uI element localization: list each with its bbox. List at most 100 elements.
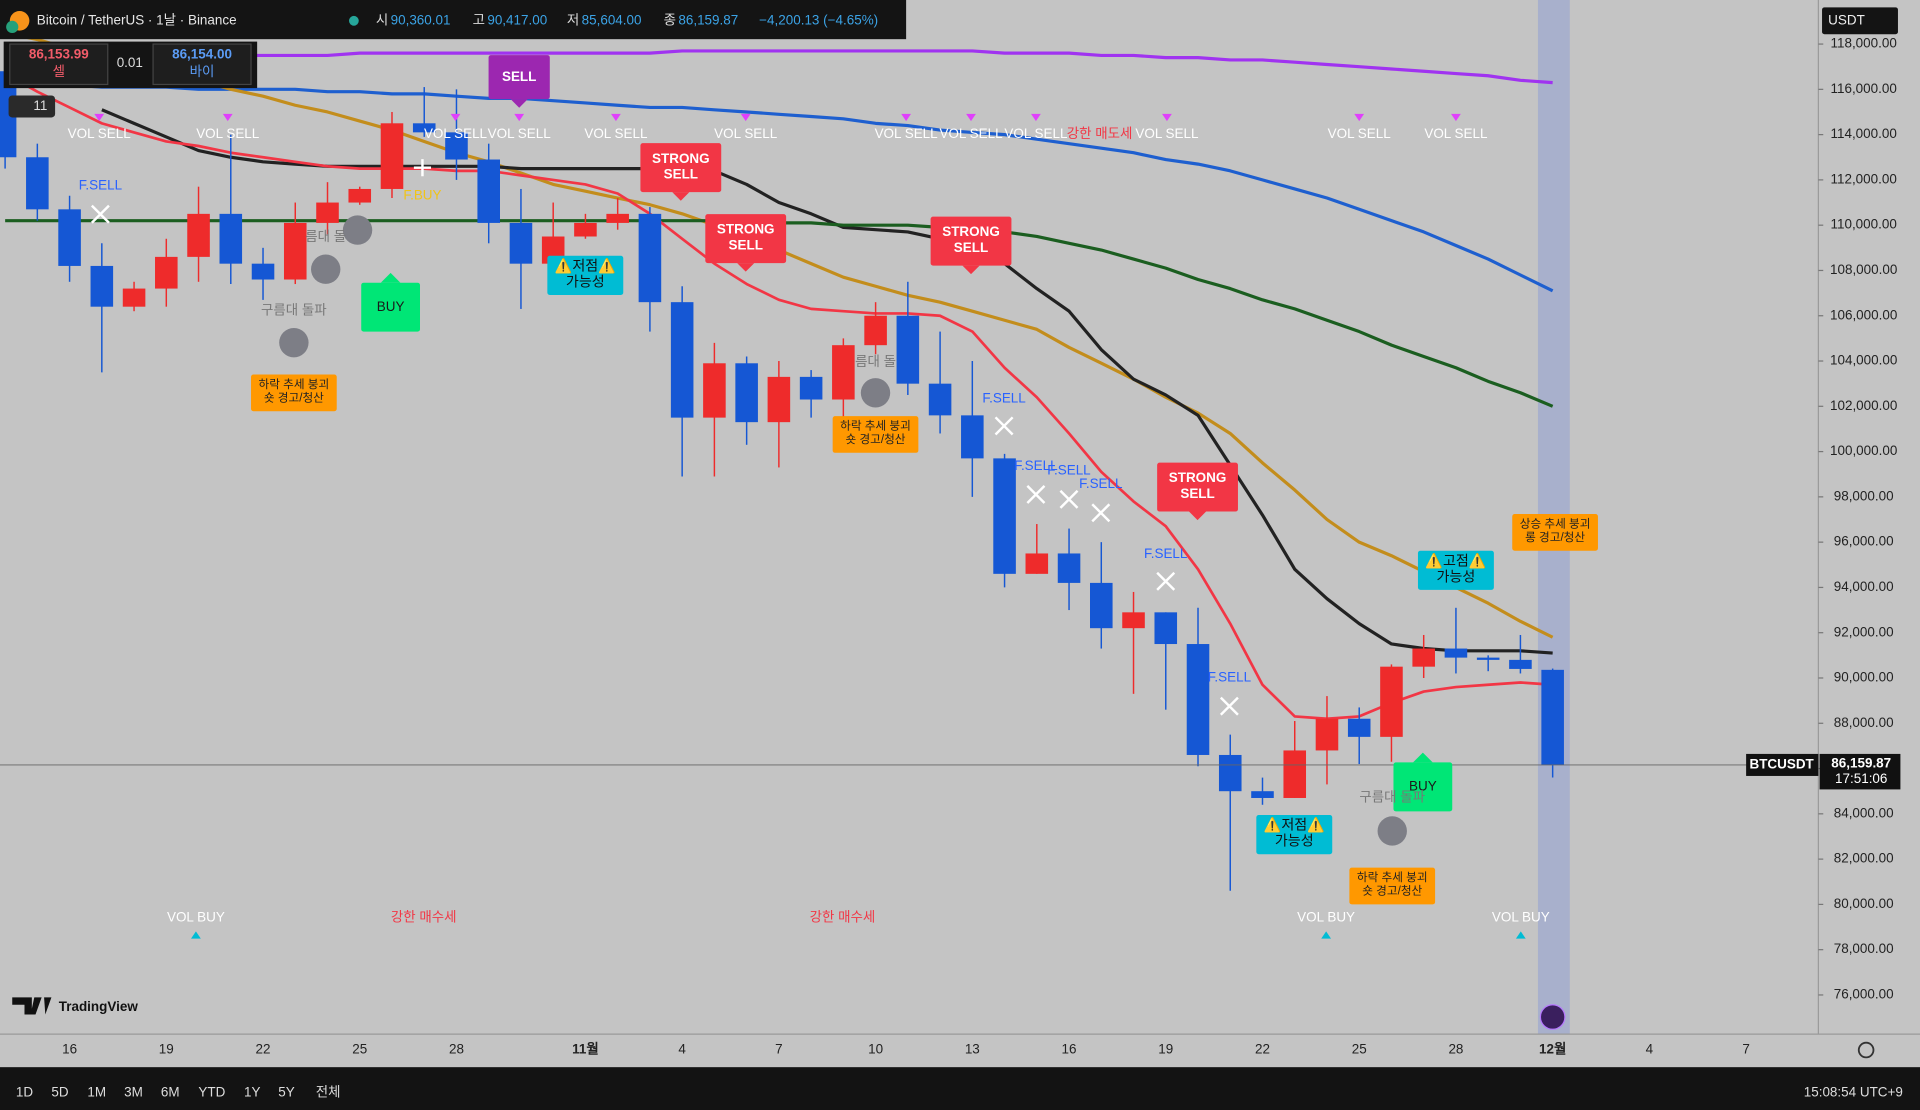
- candle-body: [735, 363, 758, 423]
- signal-text: VOL SELL: [1424, 126, 1488, 141]
- candle-body: [1315, 718, 1339, 751]
- candle-body: [1283, 750, 1307, 798]
- signal-text: VOL BUY: [167, 909, 225, 924]
- x-tick-label: 4: [678, 1042, 686, 1057]
- price-tag-value: 86,159.87: [1831, 755, 1891, 770]
- x-tick-label: 16: [1062, 1042, 1077, 1057]
- signal-label: 하락 추세 붕괴 숏 경고/청산: [251, 374, 337, 412]
- candle-body: [1186, 644, 1210, 755]
- indicator-toggle[interactable]: [8, 95, 56, 118]
- candle-body: [670, 302, 694, 418]
- strong-label: STRONG SELL: [640, 143, 722, 201]
- range-button[interactable]: 5Y: [278, 1084, 294, 1099]
- y-tick-label: 88,000.00: [1834, 715, 1894, 730]
- y-tick-label: 92,000.00: [1834, 624, 1894, 639]
- currency-box[interactable]: [1822, 7, 1898, 35]
- candle-body: [574, 222, 597, 237]
- range-button[interactable]: 3M: [124, 1084, 143, 1099]
- signal-text: VOL SELL: [1004, 126, 1068, 141]
- cloud-marker: [860, 378, 891, 408]
- sell-button[interactable]: [9, 43, 109, 86]
- ohlc-value: 90,360.01: [391, 12, 451, 27]
- y-tick-label: 76,000.00: [1834, 987, 1894, 1002]
- signal-label: 하락 추세 붕괴 숏 경고/청산: [832, 416, 919, 453]
- logo-icon: [12, 997, 52, 1015]
- y-tick-label: 94,000.00: [1834, 579, 1894, 594]
- candle-body: [122, 288, 146, 307]
- change: −4,200.13 (−4.65%): [759, 12, 878, 27]
- signal-text: 구름대 돌파: [261, 302, 327, 317]
- orange-label: 하락 추세 붕괴 숏 경고/청산: [251, 374, 337, 412]
- y-tick-label: 80,000.00: [1834, 896, 1894, 911]
- range-button[interactable]: 1M: [87, 1084, 106, 1099]
- buy-label: BUY: [1393, 752, 1453, 812]
- x-tick-label: 19: [159, 1042, 174, 1057]
- signal-text: 강한 매도세: [1067, 126, 1133, 141]
- candle-body: [1090, 582, 1113, 629]
- signal-text: VOL SELL: [424, 126, 488, 141]
- signal-text: VOL BUY: [1492, 909, 1550, 924]
- signal-text: 강한 매수세: [391, 909, 457, 924]
- signal-text: F.SELL: [79, 178, 123, 193]
- range-button[interactable]: 전체: [316, 1084, 341, 1099]
- candle-body: [1122, 612, 1145, 629]
- x-tick-label: 28: [449, 1042, 464, 1057]
- indicator-line: [5, 81, 1554, 293]
- signal-text: VOL SELL: [488, 126, 552, 141]
- candle-body: [90, 265, 114, 307]
- settings-icon[interactable]: [1857, 1041, 1875, 1059]
- symbol-tag: [1746, 753, 1819, 776]
- ohlc-label: 고: [473, 12, 485, 27]
- candle-body: [155, 256, 178, 289]
- range-button[interactable]: 1Y: [244, 1084, 260, 1099]
- replay-icon[interactable]: [1539, 1004, 1566, 1030]
- cyan-label: ⚠️저점⚠️ 가능성: [547, 255, 624, 295]
- x-tick-label: 19: [1158, 1042, 1173, 1057]
- y-tick-label: 100,000.00: [1830, 443, 1897, 458]
- strong-label: STRONG SELL: [930, 216, 1012, 275]
- ohlc-value: 90,417.00: [487, 12, 547, 27]
- y-tick-label: 98,000.00: [1834, 488, 1894, 503]
- y-tick-label: 112,000.00: [1830, 171, 1896, 186]
- vol-sell-marker: [1031, 113, 1041, 122]
- buy-button[interactable]: [152, 43, 252, 86]
- x-marker: [1059, 489, 1079, 509]
- range-button[interactable]: 5D: [51, 1084, 68, 1099]
- y-tick-label: 118,000.00: [1830, 36, 1896, 51]
- signal-label: ⚠️저점⚠️ 가능성: [1256, 815, 1333, 855]
- x-tick-label: 7: [1742, 1042, 1749, 1057]
- signal-text: VOL SELL: [196, 126, 260, 141]
- signal-label: 상승 추세 붕괴 롱 경고/청산: [1512, 514, 1598, 551]
- signal-text: VOL SELL: [1135, 126, 1199, 141]
- cloud-marker: [279, 327, 309, 358]
- symbol: Bitcoin / TetherUS · 1날 · Binance: [37, 12, 237, 27]
- x-marker: [90, 204, 110, 224]
- range-button[interactable]: 1D: [16, 1084, 33, 1099]
- candle-body: [477, 159, 500, 223]
- candle-body: [1057, 553, 1081, 583]
- signal-label: ⚠️저점⚠️ 가능성: [547, 255, 624, 295]
- signal-text: VOL SELL: [939, 126, 1003, 141]
- y-tick-label: 102,000.00: [1830, 398, 1897, 413]
- signal-text: 강한 매수세: [810, 909, 876, 924]
- vol-sell-marker: [94, 113, 105, 122]
- vol-sell-marker: [611, 113, 621, 122]
- vol-sell-marker: [1162, 113, 1172, 122]
- candle-body: [1154, 612, 1178, 645]
- y-tick-label: 108,000.00: [1830, 262, 1897, 277]
- cloud-marker: [342, 215, 373, 245]
- symbol-tag-text: BTCUSDT: [1749, 756, 1814, 771]
- range-button[interactable]: YTD: [198, 1084, 225, 1099]
- signal-text: VOL SELL: [1328, 126, 1392, 141]
- candle-body: [219, 213, 243, 264]
- signal-label: ⚠️고점⚠️ 가능성: [1417, 550, 1494, 590]
- range-button[interactable]: 6M: [161, 1084, 180, 1099]
- x-marker: [994, 416, 1014, 436]
- range-buttons: 1D 5D 1M 3M 6M YTD 1Y 5Y 전체: [16, 1084, 341, 1099]
- signal-label: SELL: [488, 55, 550, 108]
- candle-body: [1025, 553, 1049, 574]
- candle-body: [251, 263, 275, 280]
- buy-price: 86,154.00: [172, 47, 232, 62]
